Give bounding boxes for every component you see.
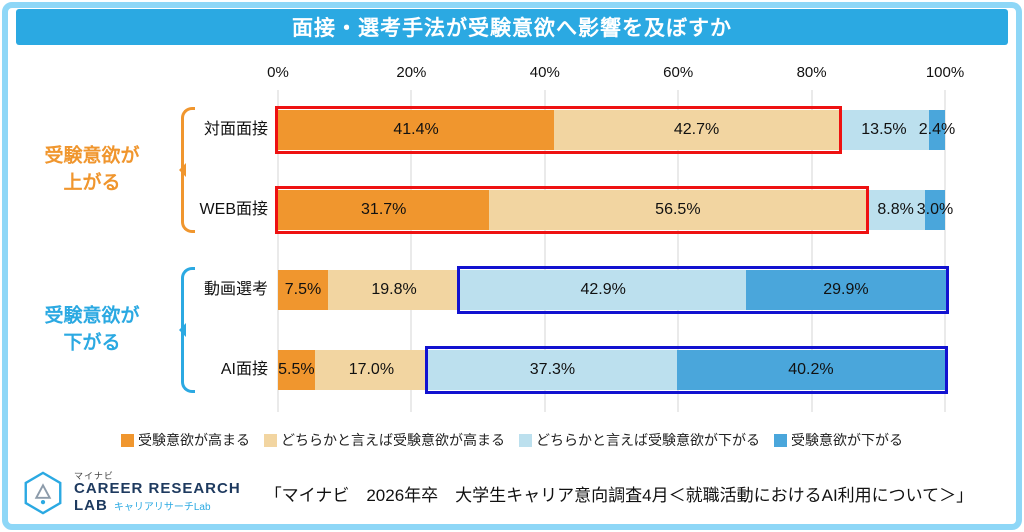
legend-swatch xyxy=(774,433,787,447)
x-axis-tick-label: 60% xyxy=(663,64,694,81)
x-axis-tick-label: 0% xyxy=(267,64,289,81)
publisher-logo: マイナビ CAREER RESEARCH LAB キャリアリサーチLab xyxy=(20,470,241,516)
bar-row: 5.5% 17.0% 37.3% 40.2% xyxy=(278,350,945,390)
bar-segment xyxy=(428,350,677,390)
bar-segment xyxy=(278,350,315,390)
bar-value-label: 41.4% xyxy=(393,121,439,138)
category-label: 対面面接 xyxy=(203,121,268,138)
group-label: 受験意欲が 上がる xyxy=(44,145,140,193)
bar-row: 7.5% 19.8% 42.9% 29.9% xyxy=(278,270,946,310)
chart-title: 面接・選考手法が受験意欲へ影響を及ぼすか xyxy=(16,9,1008,45)
group-bracket xyxy=(179,107,195,233)
bar-value-label: 5.5% xyxy=(278,361,315,378)
group-bracket xyxy=(179,267,195,393)
bar-segment xyxy=(460,270,747,310)
bar-segment xyxy=(554,110,839,150)
bar-segment xyxy=(838,110,929,150)
bar-value-label: 13.5% xyxy=(861,121,907,138)
legend-item: どちらかと言えば受験意欲が下がる xyxy=(519,430,760,450)
group-label: 受験意欲が 下がる xyxy=(44,305,140,353)
category-label: 動画選考 xyxy=(203,281,268,298)
plot-area: 41.4% 42.7% 13.5% 2.4% 31.7% 56.5% 8.8% 3.0% 7.5… xyxy=(275,90,955,412)
highlight-box xyxy=(425,346,948,394)
bar-value-label: 29.9% xyxy=(823,281,869,298)
category-label: AI面接 xyxy=(220,361,268,378)
bar-value-label: 37.3% xyxy=(529,361,576,378)
bar-segment xyxy=(924,190,945,230)
bar-value-label: 17.0% xyxy=(348,361,395,378)
legend-item: 受験意欲が高まる xyxy=(121,430,250,450)
logo-subtitle: キャリアリサーチLab xyxy=(113,501,211,513)
gridline xyxy=(944,90,946,412)
logo-text: マイナビ CAREER RESEARCH LAB キャリアリサーチLab xyxy=(74,470,241,515)
bar-value-label: 8.8% xyxy=(877,201,914,218)
legend-label: どちらかと言えば受験意欲が下がる xyxy=(536,432,760,448)
legend-label: 受験意欲が下がる xyxy=(791,432,903,448)
gridline xyxy=(544,90,546,412)
bar-row: 31.7% 56.5% 8.8% 3.0% xyxy=(278,190,953,230)
bar-value-label: 40.2% xyxy=(788,361,834,378)
logo-lab: LAB xyxy=(74,496,108,514)
bar-segment xyxy=(866,190,925,230)
logo-line2: LAB キャリアリサーチLab xyxy=(74,496,241,515)
highlight-box xyxy=(275,106,842,154)
x-axis-tick-label: 100% xyxy=(925,64,965,81)
legend-swatch xyxy=(121,433,134,447)
bar-segment xyxy=(746,270,946,310)
bar-segment xyxy=(328,270,461,310)
highlight-box xyxy=(457,266,949,314)
logo-brand: マイナビ xyxy=(74,470,114,481)
bar-value-label: 2.4% xyxy=(918,121,956,138)
bar-value-label: 31.7% xyxy=(361,201,407,218)
bar-segment xyxy=(676,350,945,390)
bar-value-label: 56.5% xyxy=(655,201,701,218)
gridline xyxy=(811,90,813,412)
legend-swatch xyxy=(264,433,277,447)
bar-value-label: 19.8% xyxy=(371,281,417,298)
gridline xyxy=(410,90,412,412)
source-citation: 「マイナビ 2026年卒 大学生キャリア意向調査4月＜就職活動におけるAI利用に… xyxy=(264,485,974,505)
footer: マイナビ CAREER RESEARCH LAB キャリアリサーチLab 「マイ… xyxy=(20,466,1010,520)
bar-segment xyxy=(278,270,329,310)
category-label: WEB面接 xyxy=(199,201,268,218)
bar-segment xyxy=(489,190,867,230)
bar-segment xyxy=(278,190,490,230)
highlight-box xyxy=(275,186,870,234)
bar-value-label: 3.0% xyxy=(916,201,954,218)
hexagon-logo-icon xyxy=(24,471,62,515)
legend-label: 受験意欲が高まる xyxy=(138,432,250,448)
bar-value-label: 42.7% xyxy=(673,121,720,138)
x-axis-tick-label: 80% xyxy=(796,64,827,81)
x-axis-tick-label: 40% xyxy=(529,64,560,81)
bar-row: 41.4% 42.7% 13.5% 2.4% xyxy=(278,110,955,150)
bar-value-label: 42.9% xyxy=(580,281,626,298)
bar-segment xyxy=(928,110,945,150)
legend-item: どちらかと言えば受験意欲が高まる xyxy=(264,430,505,450)
legend-item: 受験意欲が下がる xyxy=(774,430,903,450)
legend-swatch xyxy=(519,433,532,447)
bar-segment xyxy=(314,350,429,390)
legend-label: どちらかと言えば受験意欲が高まる xyxy=(281,432,505,448)
legend: 受験意欲が高まる どちらかと言えば受験意欲が高まる どちらかと言えば受験意欲が下がる… xyxy=(0,430,1024,450)
gridline xyxy=(677,90,679,412)
logo-line1: CAREER RESEARCH xyxy=(74,480,241,498)
bar-value-label: 7.5% xyxy=(284,281,322,298)
gridline xyxy=(277,90,279,412)
bar-segment xyxy=(278,110,555,150)
x-axis-tick-label: 20% xyxy=(396,64,427,81)
